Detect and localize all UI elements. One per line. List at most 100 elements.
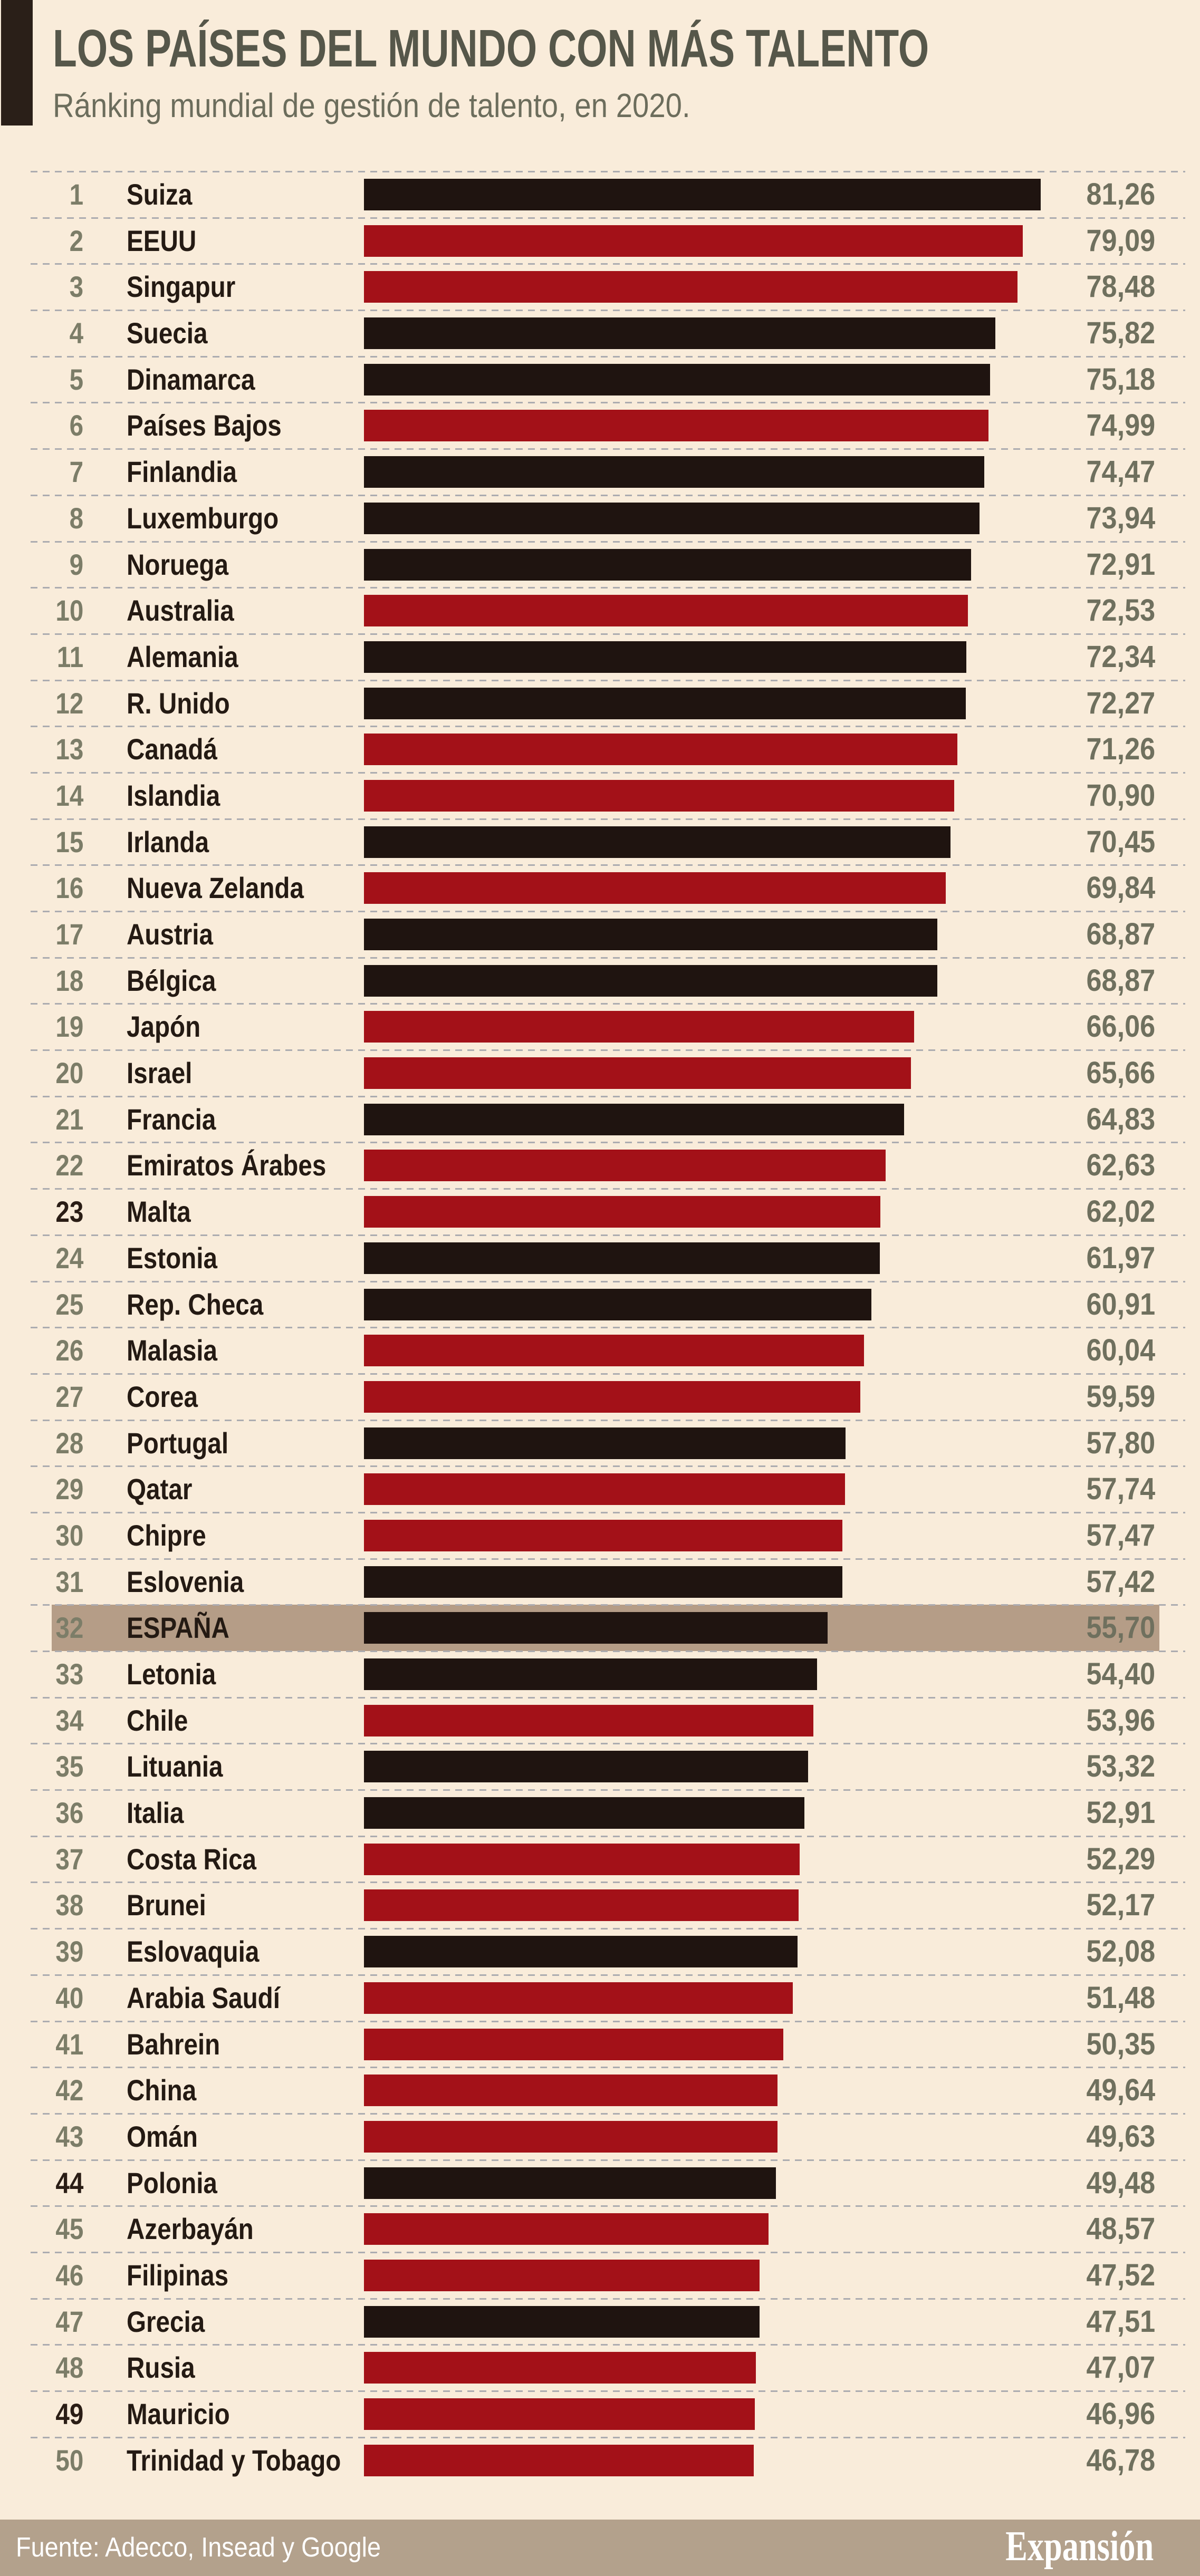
country-label: Filipinas	[127, 2258, 229, 2292]
score-value: 61,97	[1086, 1240, 1155, 1275]
country-label: Mauricio	[127, 2397, 230, 2430]
rank-label: 22	[55, 1149, 83, 1182]
table-row: 44 Polonia 49,48	[0, 2159, 1200, 2206]
score-bar	[364, 919, 937, 950]
country-label: Austria	[127, 918, 213, 951]
score-bar	[364, 456, 984, 488]
score-bar	[364, 964, 937, 997]
country-label: Malta	[127, 1195, 191, 1229]
score-value: 69,84	[1086, 871, 1155, 905]
rank-label: 35	[55, 1750, 83, 1783]
country-label: Noruega	[127, 547, 229, 581]
country-label: Singapur	[127, 270, 236, 304]
table-row: 40 Arabia Saudí 51,48	[0, 1974, 1200, 2021]
score-value: 60,04	[1086, 1333, 1155, 1368]
score-bar	[364, 2028, 783, 2060]
table-row: 32 ESPAÑA 55,70	[0, 1604, 1200, 1651]
country-label: Portugal	[127, 1426, 229, 1460]
score-value: 49,64	[1086, 2073, 1155, 2108]
score-value: 68,87	[1086, 917, 1155, 951]
table-row: 29 Qatar 57,74	[0, 1465, 1200, 1512]
score-value: 71,26	[1086, 732, 1155, 767]
rank-label: 14	[55, 778, 83, 812]
rank-label: 28	[55, 1426, 83, 1460]
table-row: 41 Bahrein 50,35	[0, 2020, 1200, 2068]
score-bar	[364, 1658, 817, 1690]
score-value: 49,48	[1086, 2165, 1155, 2200]
score-value: 51,48	[1086, 1980, 1155, 2015]
score-value: 52,91	[1086, 1796, 1155, 1830]
score-value: 48,57	[1086, 2212, 1155, 2246]
rank-label: 3	[69, 270, 83, 304]
rank-label: 7	[69, 455, 83, 489]
rank-label: 30	[55, 1518, 83, 1552]
score-bar	[364, 872, 946, 904]
score-value: 60,91	[1086, 1287, 1155, 1321]
rank-label: 34	[55, 1703, 83, 1737]
score-bar	[364, 502, 980, 534]
country-label: Bélgica	[127, 963, 216, 997]
table-row: 6 Países Bajos 74,99	[0, 402, 1200, 449]
country-label: Brunei	[127, 1888, 206, 1922]
score-bar	[364, 826, 951, 858]
score-bar	[364, 1150, 886, 1182]
rank-label: 38	[55, 1888, 83, 1922]
score-bar	[364, 779, 954, 812]
score-value: 74,47	[1086, 455, 1155, 489]
country-label: Australia	[127, 594, 234, 628]
table-row: 47 Grecia 47,51	[0, 2298, 1200, 2345]
table-row: 8 Luxemburgo 73,94	[0, 494, 1200, 542]
rank-label: 13	[55, 732, 83, 766]
country-label: Eslovaquia	[127, 1935, 260, 1969]
table-row: 17 Austria 68,87	[0, 911, 1200, 958]
score-value: 52,17	[1086, 1888, 1155, 1923]
score-bar	[364, 1011, 914, 1043]
score-bar	[364, 2120, 777, 2153]
country-label: Dinamarca	[127, 362, 255, 396]
rank-label: 25	[55, 1287, 83, 1321]
score-value: 57,80	[1086, 1425, 1155, 1460]
table-row: 22 Emiratos Árabes 62,63	[0, 1142, 1200, 1189]
rank-label: 36	[55, 1796, 83, 1830]
country-label: Italia	[127, 1796, 184, 1830]
score-bar	[364, 1335, 864, 1367]
country-label: Bahrein	[127, 2027, 220, 2061]
rank-label: 21	[55, 1102, 83, 1136]
table-row: 1 Suiza 81,26	[0, 171, 1200, 218]
score-bar	[364, 548, 971, 581]
rank-label: 26	[55, 1334, 83, 1367]
score-bar	[364, 1103, 904, 1135]
rank-label: 15	[55, 825, 83, 858]
country-label: ESPAÑA	[127, 1611, 229, 1645]
rank-label: 45	[55, 2212, 83, 2246]
score-value: 57,47	[1086, 1518, 1155, 1552]
table-row: 46 Filipinas 47,52	[0, 2251, 1200, 2299]
score-bar	[364, 1196, 880, 1228]
country-label: Azerbayán	[127, 2212, 254, 2246]
score-bar	[364, 1612, 828, 1644]
score-value: 53,96	[1086, 1703, 1155, 1738]
page-title: LOS PAÍSES DEL MUNDO CON MÁS TALENTO	[53, 19, 929, 78]
score-bar	[364, 2213, 769, 2245]
rank-label: 33	[55, 1657, 83, 1691]
table-row: 33 Letonia 54,40	[0, 1651, 1200, 1697]
table-row: 21 Francia 64,83	[0, 1095, 1200, 1143]
table-row: 10 Australia 72,53	[0, 587, 1200, 634]
table-row: 42 China 49,64	[0, 2067, 1200, 2114]
score-value: 72,91	[1086, 547, 1155, 582]
score-bar	[364, 1889, 799, 1922]
table-row: 15 Irlanda 70,45	[0, 818, 1200, 865]
score-value: 57,74	[1086, 1472, 1155, 1507]
country-label: Arabia Saudí	[127, 1981, 280, 2014]
source-label: Fuente: Adecco, Insead y Google	[16, 2532, 381, 2563]
score-bar	[364, 687, 966, 719]
score-value: 59,59	[1086, 1379, 1155, 1414]
country-label: Japón	[127, 1010, 201, 1044]
rank-label: 49	[55, 2397, 83, 2430]
score-bar	[364, 2305, 760, 2338]
table-row: 23 Malta 62,02	[0, 1188, 1200, 1235]
country-label: Chile	[127, 1703, 188, 1737]
table-row: 36 Italia 52,91	[0, 1789, 1200, 1836]
country-label: Rep. Checa	[127, 1287, 264, 1321]
country-label: Suecia	[127, 316, 208, 350]
